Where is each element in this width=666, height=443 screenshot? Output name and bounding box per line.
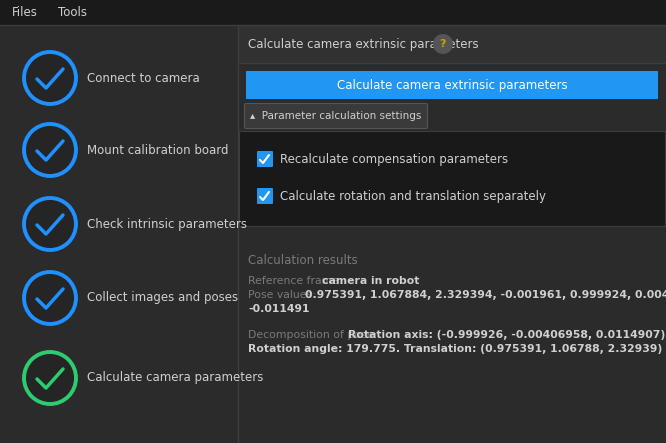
FancyBboxPatch shape bbox=[246, 71, 658, 99]
Text: ?: ? bbox=[440, 39, 446, 49]
Circle shape bbox=[24, 198, 76, 250]
Text: -0.011491: -0.011491 bbox=[248, 304, 310, 314]
Text: ▴  Parameter calculation settings: ▴ Parameter calculation settings bbox=[250, 111, 422, 121]
Text: Mount calibration board: Mount calibration board bbox=[87, 144, 228, 156]
FancyBboxPatch shape bbox=[0, 0, 666, 25]
Text: Check intrinsic parameters: Check intrinsic parameters bbox=[87, 218, 247, 230]
Text: Calculate camera parameters: Calculate camera parameters bbox=[87, 372, 263, 385]
Circle shape bbox=[433, 34, 453, 54]
FancyBboxPatch shape bbox=[238, 25, 666, 63]
Text: Rotation axis: (-0.999926, -0.00406958, 0.0114907) .: Rotation axis: (-0.999926, -0.00406958, … bbox=[348, 330, 666, 340]
FancyBboxPatch shape bbox=[239, 131, 665, 226]
FancyBboxPatch shape bbox=[244, 104, 428, 128]
Text: Calculation results: Calculation results bbox=[248, 254, 358, 267]
FancyBboxPatch shape bbox=[257, 188, 273, 204]
Circle shape bbox=[24, 272, 76, 324]
Circle shape bbox=[24, 124, 76, 176]
Text: Collect images and poses: Collect images and poses bbox=[87, 291, 238, 304]
Text: Recalculate compensation parameters: Recalculate compensation parameters bbox=[280, 152, 508, 166]
Text: camera in robot: camera in robot bbox=[322, 276, 420, 286]
Text: Reference frame:: Reference frame: bbox=[248, 276, 346, 286]
Text: Pose values:: Pose values: bbox=[248, 290, 319, 300]
Circle shape bbox=[24, 52, 76, 104]
Text: Calculate rotation and translation separately: Calculate rotation and translation separ… bbox=[280, 190, 546, 202]
Text: Tools: Tools bbox=[58, 6, 87, 19]
FancyBboxPatch shape bbox=[257, 151, 273, 167]
Text: Calculate camera extrinsic parameters: Calculate camera extrinsic parameters bbox=[337, 78, 567, 92]
Text: Connect to camera: Connect to camera bbox=[87, 71, 200, 85]
Text: Files: Files bbox=[12, 6, 38, 19]
Text: Rotation angle: 179.775. Translation: (0.975391, 1.06788, 2.32939) .: Rotation angle: 179.775. Translation: (0… bbox=[248, 344, 666, 354]
Text: 0.975391, 1.067884, 2.329394, -0.001961, 0.999924, 0.004070,: 0.975391, 1.067884, 2.329394, -0.001961,… bbox=[304, 290, 666, 300]
FancyBboxPatch shape bbox=[0, 25, 238, 443]
Text: Decomposition of pose:: Decomposition of pose: bbox=[248, 330, 381, 340]
Circle shape bbox=[24, 352, 76, 404]
Text: Calculate camera extrinsic parameters: Calculate camera extrinsic parameters bbox=[248, 38, 479, 51]
